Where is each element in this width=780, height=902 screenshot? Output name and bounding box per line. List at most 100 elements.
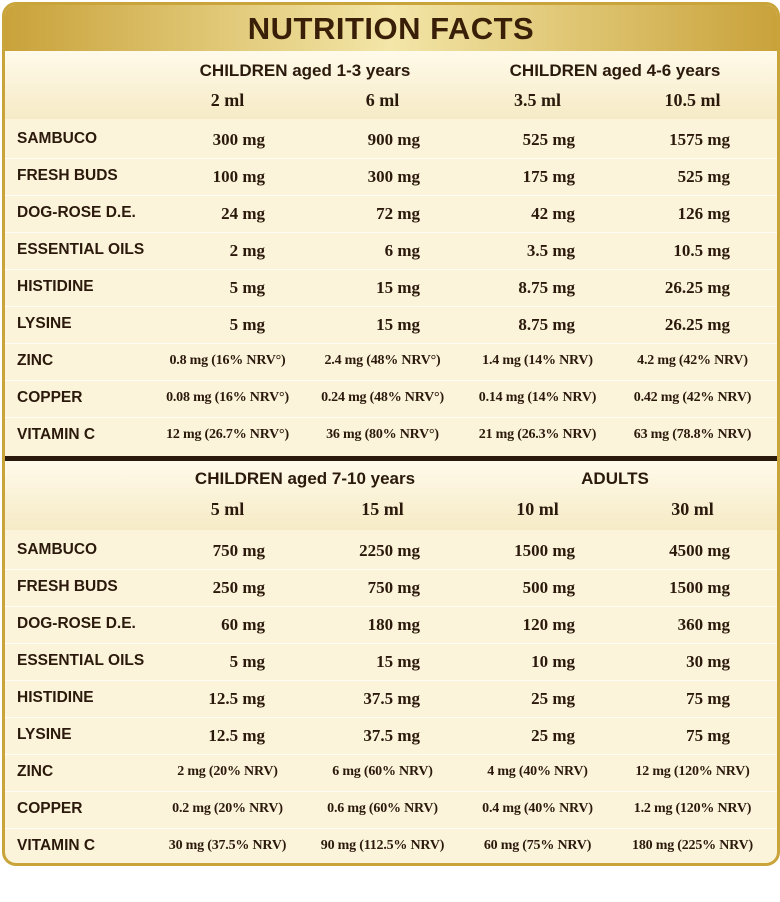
row-divider [5,606,777,607]
nutrient-label: DOG-ROSE D.E. [17,615,136,632]
nutrient-value: 300 mg [367,167,420,186]
nutrient-value: 5 mg [229,278,265,297]
nutrient-label: VITAMIN C [17,426,96,443]
nutrient-value: 250 mg [212,578,265,597]
nutrient-value: 500 mg [522,578,575,597]
nutrient-value: 1.2 mg (120% NRV) [633,801,752,816]
nutrient-value: 60 mg [221,615,265,634]
nutrient-value: 25 mg [531,726,575,745]
nutrient-value: 12.5 mg [208,689,265,708]
nutrient-label: ESSENTIAL OILS [17,241,145,258]
nutrient-value: 21 mg (26.3% NRV) [478,427,597,442]
nutrient-value: 0.24 mg (48% NRV°) [321,390,444,405]
nutrient-value: 30 mg (37.5% NRV) [168,838,287,853]
nutrient-value: 2250 mg [359,541,420,560]
row-divider [5,754,777,755]
nutrient-value: 0.8 mg (16% NRV°) [169,353,286,368]
nutrient-value: 126 mg [677,204,730,223]
dose-heading: 15 ml [361,499,404,519]
nutrient-value: 90 mg (112.5% NRV) [320,838,445,853]
nutrition-panel: NUTRITION FACTS CHILDREN aged 1-3 years C… [2,2,780,866]
nutrient-label: ESSENTIAL OILS [17,652,145,669]
nutrient-value: 2.4 mg (48% NRV°) [324,353,441,368]
row-divider [5,417,777,418]
nutrient-value: 6 mg [384,241,420,260]
nutrient-value: 10.5 mg [673,241,730,260]
nutrient-value: 5 mg [229,315,265,334]
nutrient-value: 12 mg (26.7% NRV°) [166,427,289,442]
nutrient-value: 30 mg [686,652,730,671]
dose-heading: 6 ml [365,90,400,110]
nutrient-label: LYSINE [17,315,72,332]
nutrient-value: 1.4 mg (14% NRV) [482,353,593,368]
nutrient-value: 100 mg [212,167,265,186]
nutrient-value: 15 mg [376,315,420,334]
nutrient-value: 525 mg [522,130,575,149]
nutrient-value: 900 mg [367,130,420,149]
nutrient-value: 525 mg [677,167,730,186]
nutrient-value: 25 mg [531,689,575,708]
nutrient-value: 0.4 mg (40% NRV) [482,801,593,816]
nutrient-value: 3.5 mg [526,241,575,260]
nutrient-value: 24 mg [221,204,265,223]
nutrient-value: 2 mg [229,241,265,260]
nutrient-label: HISTIDINE [17,689,94,706]
section-separator [5,456,777,461]
nutrient-value: 26.25 mg [664,315,730,334]
row-divider [5,643,777,644]
nutrient-value: 63 mg (78.8% NRV) [633,427,752,442]
nutrient-value: 4 mg (40% NRV) [487,764,588,779]
nutrient-value: 15 mg [376,278,420,297]
nutrient-value: 4500 mg [669,541,730,560]
nutrient-value: 37.5 mg [363,689,420,708]
dose-heading: 5 ml [210,499,245,519]
row-divider [5,306,777,307]
nutrient-value: 42 mg [531,204,575,223]
row-divider [5,828,777,829]
group-heading: CHILDREN aged 1-3 years [199,61,411,80]
nutrient-label: FRESH BUDS [17,167,118,184]
nutrient-value: 0.2 mg (20% NRV) [172,801,283,816]
nutrient-value: 4.2 mg (42% NRV) [637,353,748,368]
row-divider [5,195,777,196]
group-heading: ADULTS [581,469,649,488]
dose-heading: 10.5 ml [664,90,721,110]
nutrient-value: 8.75 mg [518,315,575,334]
dose-heading: 10 ml [516,499,559,519]
dose-heading: 2 ml [210,90,245,110]
nutrient-value: 26.25 mg [664,278,730,297]
nutrient-value: 0.6 mg (60% NRV) [327,801,438,816]
dose-heading: 3.5 ml [514,90,561,110]
nutrient-value: 12.5 mg [208,726,265,745]
row-divider [5,380,777,381]
row-divider [5,680,777,681]
nutrient-value: 1500 mg [514,541,575,560]
nutrient-value: 10 mg [531,652,575,671]
nutrient-value: 60 mg (75% NRV) [483,838,592,853]
nutrient-value: 750 mg [212,541,265,560]
nutrient-value: 6 mg (60% NRV) [332,764,433,779]
nutrient-value: 180 mg [367,615,420,634]
nutrient-label: ZINC [17,352,54,369]
nutrient-label: SAMBUCO [17,130,98,147]
nutrient-label: FRESH BUDS [17,578,118,595]
nutrient-value: 360 mg [677,615,730,634]
nutrient-value: 180 mg (225% NRV) [632,838,753,853]
nutrient-value: 300 mg [212,130,265,149]
nutrient-label: ZINC [17,763,54,780]
row-divider [5,569,777,570]
nutrient-value: 2 mg (20% NRV) [177,764,278,779]
nutrient-value: 0.08 mg (16% NRV°) [166,390,289,405]
group-heading: CHILDREN aged 4-6 years [509,61,721,80]
nutrient-label: COPPER [17,800,83,817]
nutrient-label: COPPER [17,389,83,406]
nutrient-value: 1575 mg [669,130,730,149]
row-divider [5,717,777,718]
nutrient-value: 175 mg [522,167,575,186]
dose-heading: 30 ml [671,499,714,519]
header-background [5,461,777,530]
nutrient-label: SAMBUCO [17,541,98,558]
title-bar [5,5,777,51]
nutrient-value: 1500 mg [669,578,730,597]
